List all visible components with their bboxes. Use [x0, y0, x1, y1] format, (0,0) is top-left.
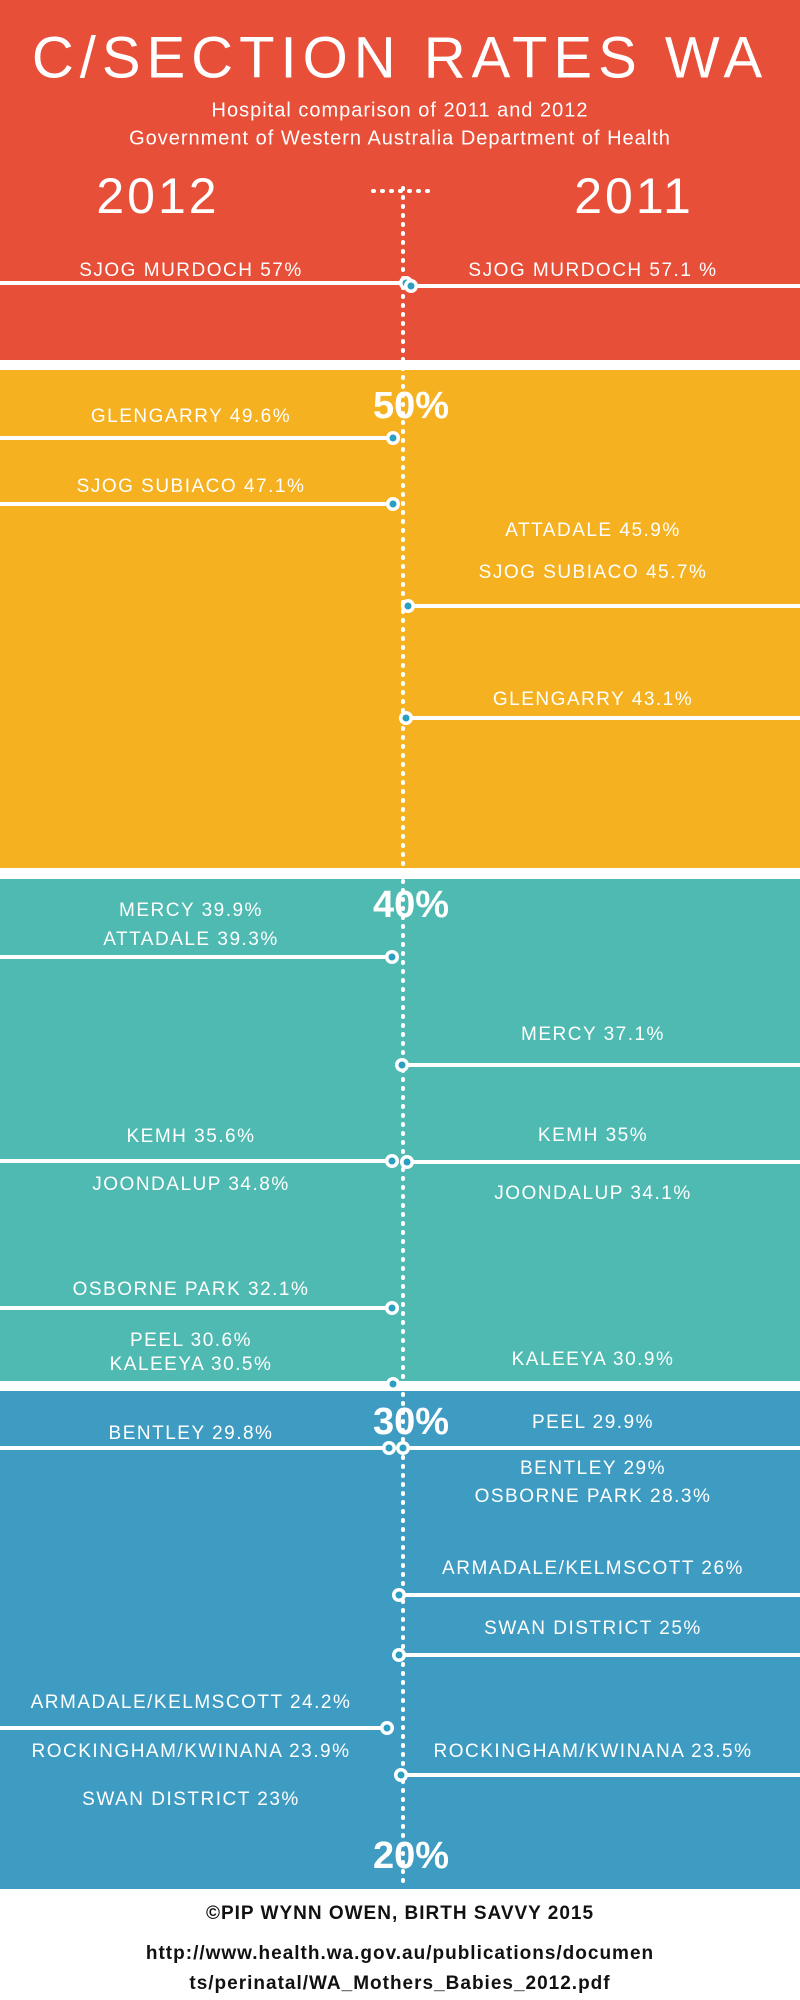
hospital-label: JOONDALUP 34.8%: [92, 1174, 289, 1195]
hospital-label: ARMADALE/KELMSCOTT 24.2%: [31, 1692, 352, 1713]
rate-dot-center: [395, 1591, 403, 1599]
hospital-label: KALEEYA 30.5%: [110, 1354, 273, 1375]
hospital-label: OSBORNE PARK 32.1%: [73, 1279, 310, 1300]
hospital-label: PEEL 30.6%: [130, 1330, 252, 1351]
hospital-label: ROCKINGHAM/KWINANA 23.9%: [32, 1741, 351, 1762]
band-blue: [0, 1391, 800, 1889]
source: Government of Western Australia Departme…: [129, 127, 671, 149]
hospital-label: JOONDALUP 34.1%: [494, 1183, 691, 1204]
hospital-label: SJOG SUBIACO 45.7%: [479, 562, 708, 583]
hospital-label: KALEEYA 30.9%: [512, 1349, 675, 1370]
hospital-label: GLENGARRY 49.6%: [91, 406, 291, 427]
rate-dot-center: [388, 1304, 396, 1312]
hospital-label: ATTADALE 45.9%: [505, 520, 681, 541]
band-teal: [0, 879, 800, 1381]
credit: ©PIP WYNN OWEN, BIRTH SAVVY 2015: [206, 1903, 594, 1924]
scale-label: 40%: [373, 884, 449, 926]
hospital-label: BENTLEY 29.8%: [109, 1423, 274, 1444]
rate-dot-center: [404, 602, 412, 610]
scale-label: 30%: [373, 1401, 449, 1443]
rate-dot-center: [399, 1444, 407, 1452]
scale-label: 20%: [373, 1835, 449, 1877]
hospital-label: SJOG MURDOCH 57.1 %: [468, 260, 717, 281]
rate-dot-center: [403, 1158, 411, 1166]
hospital-label: SJOG MURDOCH 57%: [79, 260, 303, 281]
band-orange: [0, 370, 800, 868]
hospital-label: ARMADALE/KELMSCOTT 26%: [442, 1558, 744, 1579]
scale-label: 50%: [373, 385, 449, 427]
rate-dot-center: [383, 1724, 391, 1732]
rate-dot-center: [388, 953, 396, 961]
hospital-label: MERCY 37.1%: [521, 1024, 665, 1045]
rate-dot-center: [407, 282, 415, 290]
hospital-label: ATTADALE 39.3%: [103, 929, 279, 950]
hospital-label: PEEL 29.9%: [532, 1412, 654, 1433]
rate-dot-center: [388, 1157, 396, 1165]
rate-dot-center: [389, 500, 397, 508]
band-red: [0, 0, 800, 360]
rate-dot-center: [398, 1061, 406, 1069]
hospital-label: SWAN DISTRICT 25%: [484, 1618, 702, 1639]
hospital-label: KEMH 35%: [538, 1125, 648, 1146]
year-left: 2012: [96, 168, 219, 224]
hospital-label: KEMH 35.6%: [126, 1126, 255, 1147]
rate-dot-center: [389, 1380, 397, 1388]
rate-dot-center: [385, 1444, 393, 1452]
hospital-label: OSBORNE PARK 28.3%: [475, 1486, 712, 1507]
rate-dot-center: [395, 1651, 403, 1659]
rate-dot-center: [397, 1771, 405, 1779]
url-line: http://www.health.wa.gov.au/publications…: [146, 1943, 654, 1964]
hospital-label: MERCY 39.9%: [119, 900, 263, 921]
url-line: ts/perinatal/WA_Mothers_Babies_2012.pdf: [189, 1973, 610, 1994]
subtitle: Hospital comparison of 2011 and 2012: [212, 99, 589, 121]
hospital-label: SJOG SUBIACO 47.1%: [77, 476, 306, 497]
hospital-label: BENTLEY 29%: [520, 1458, 666, 1479]
rate-dot-center: [389, 434, 397, 442]
rate-dot-center: [402, 714, 410, 722]
hospital-label: SWAN DISTRICT 23%: [82, 1789, 300, 1810]
title: C/SECTION RATES WA: [32, 25, 768, 90]
hospital-label: GLENGARRY 43.1%: [493, 689, 693, 710]
year-right: 2011: [574, 168, 694, 224]
hospital-label: ROCKINGHAM/KWINANA 23.5%: [434, 1741, 753, 1762]
